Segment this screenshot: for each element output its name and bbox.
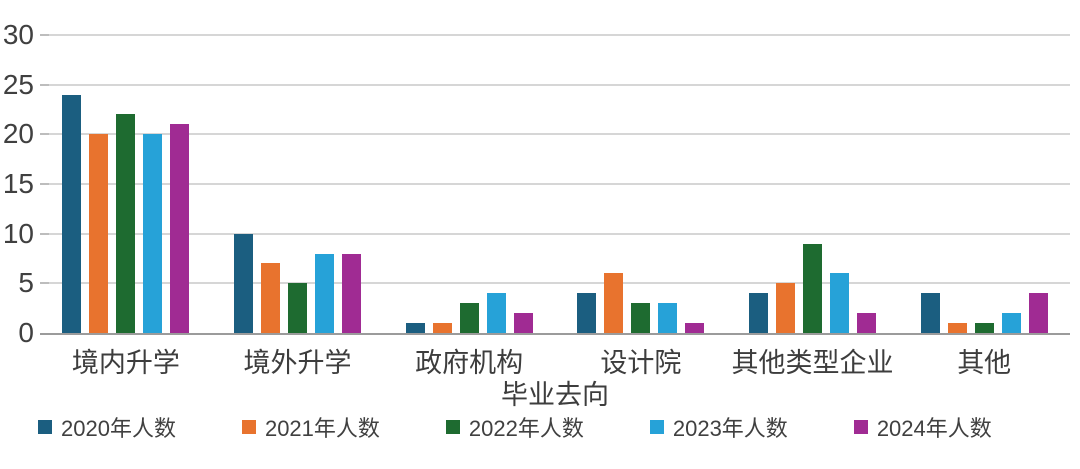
legend-item: 2020年人数 xyxy=(38,411,176,443)
y-axis-tick-label: 25 xyxy=(2,68,34,100)
bar-2024年人数-政府机构 xyxy=(513,313,533,333)
bar-group xyxy=(727,35,899,333)
bar-2023年人数-境外升学 xyxy=(315,253,334,333)
legend-item: 2023年人数 xyxy=(649,411,788,443)
y-axis-tick-label: 15 xyxy=(2,168,34,199)
bar-2021年人数-设计院 xyxy=(604,273,624,333)
gridline xyxy=(40,34,1070,36)
bar-2020年人数-境外升学 xyxy=(234,233,253,333)
bar-2020年人数-设计院 xyxy=(577,293,597,333)
bar-2024年人数-境内升学 xyxy=(170,124,190,333)
bar-2022年人数-其他 xyxy=(974,323,994,333)
y-axis-tick-label: 5 xyxy=(18,267,34,299)
x-axis-title: 毕业去向 xyxy=(501,380,609,410)
x-category-label: 境外升学 xyxy=(243,348,352,378)
bar-2022年人数-设计院 xyxy=(631,303,651,333)
bar-2024年人数-设计院 xyxy=(685,323,705,333)
gridline xyxy=(40,133,1070,136)
legend-label: 2021年人数 xyxy=(264,416,380,441)
bar-2021年人数-政府机构 xyxy=(432,323,452,333)
bar-2022年人数-其他类型企业 xyxy=(803,243,823,333)
bar-2021年人数-境内升学 xyxy=(89,134,109,333)
bar-2020年人数-境内升学 xyxy=(62,94,82,333)
y-axis-tick xyxy=(40,232,49,235)
bar-2023年人数-其他 xyxy=(1001,313,1021,333)
legend: 2020年人数 2021年人数 2022年人数 2023年人数 2024年人数 xyxy=(38,412,992,442)
legend-swatch xyxy=(853,420,868,434)
legend-item: 2022年人数 xyxy=(445,411,584,443)
legend-swatch xyxy=(241,420,256,434)
bar-2022年人数-政府机构 xyxy=(459,303,479,333)
bar-2020年人数-政府机构 xyxy=(405,323,425,333)
plot-area xyxy=(40,34,1070,335)
y-axis-tick xyxy=(40,34,49,36)
legend-label: 2022年人数 xyxy=(468,416,584,441)
x-category-label: 政府机构 xyxy=(415,348,524,378)
legend-swatch xyxy=(445,420,460,434)
gridline xyxy=(40,232,1070,235)
gridline xyxy=(40,183,1070,185)
bar-2021年人数-其他 xyxy=(947,323,967,333)
legend-label: 2024年人数 xyxy=(876,416,992,441)
bar-2023年人数-境内升学 xyxy=(143,134,163,333)
gridline xyxy=(40,282,1070,285)
y-axis-tick-label: 0 xyxy=(18,317,34,348)
legend-label: 2023年人数 xyxy=(672,416,788,441)
x-category-label: 设计院 xyxy=(600,348,682,378)
bar-2024年人数-其他类型企业 xyxy=(857,313,877,333)
gridline xyxy=(40,83,1070,86)
y-axis-tick xyxy=(40,183,49,185)
y-axis-tick-label: 20 xyxy=(2,118,34,150)
bar-group xyxy=(898,35,1070,333)
bar-2023年人数-政府机构 xyxy=(486,293,506,333)
x-axis-category-labels: 境内升学 境外升学 政府机构 设计院 其他类型企业 其他 xyxy=(40,341,1070,380)
bar-2024年人数-境外升学 xyxy=(342,253,361,333)
x-category-label: 其他类型企业 xyxy=(731,348,894,378)
bar-2023年人数-设计院 xyxy=(658,303,678,333)
bar-groups xyxy=(40,35,1070,333)
bar-group xyxy=(555,35,727,333)
bar-2021年人数-境外升学 xyxy=(261,263,280,333)
legend-item: 2021年人数 xyxy=(241,411,380,443)
x-category-label: 境内升学 xyxy=(71,348,180,378)
y-axis-tick xyxy=(40,133,49,136)
bar-2020年人数-其他类型企业 xyxy=(749,293,769,333)
legend-swatch xyxy=(649,420,664,434)
legend-label: 2020年人数 xyxy=(61,416,176,441)
bar-2020年人数-其他 xyxy=(920,293,940,333)
y-axis-tick-label: 10 xyxy=(2,217,34,249)
x-category-label: 其他 xyxy=(957,348,1012,378)
bar-2023年人数-其他类型企业 xyxy=(830,273,850,333)
bar-group xyxy=(212,35,384,333)
y-axis-tick xyxy=(40,282,49,285)
legend-swatch xyxy=(38,420,52,434)
bar-group xyxy=(383,35,555,333)
bar-2022年人数-境外升学 xyxy=(288,283,307,333)
y-axis-tick-label: 30 xyxy=(2,19,34,50)
y-axis-tick xyxy=(40,83,49,86)
legend-item: 2024年人数 xyxy=(853,411,992,443)
bar-2021年人数-其他类型企业 xyxy=(776,283,796,333)
bar-2022年人数-境内升学 xyxy=(116,114,136,333)
bar-2024年人数-其他 xyxy=(1028,293,1048,333)
bar-group xyxy=(40,35,212,333)
